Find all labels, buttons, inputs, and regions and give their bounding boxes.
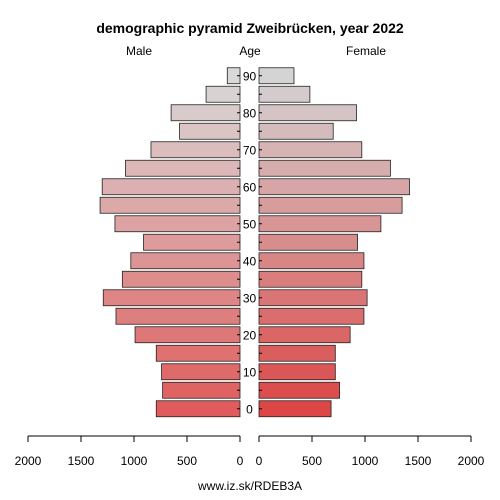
age-tick-label: 70 xyxy=(243,143,257,157)
x-tick-label: 1000 xyxy=(121,454,148,468)
female-bar-90+ xyxy=(258,67,295,85)
male-bar-55-59 xyxy=(99,196,241,214)
female-bar-50-54 xyxy=(258,215,382,233)
age-tick-label: 40 xyxy=(243,254,257,268)
x-tick-label: 0 xyxy=(256,454,263,468)
age-label: Age xyxy=(239,44,261,58)
male-bar-40-44 xyxy=(130,252,241,270)
male-bar-25-29 xyxy=(115,307,241,325)
age-tick-label: 50 xyxy=(243,217,257,231)
female-bar-30-34 xyxy=(258,289,368,307)
male-bar-10-14 xyxy=(161,363,241,381)
x-tick-label: 1000 xyxy=(352,454,379,468)
age-tick-label: 30 xyxy=(243,291,257,305)
x-tick-label: 1500 xyxy=(68,454,95,468)
x-tick-label: 0 xyxy=(237,454,244,468)
male-bar-20-24 xyxy=(134,326,241,344)
age-tick-label: 10 xyxy=(243,365,257,379)
female-bar-0-4 xyxy=(258,400,332,418)
female-bar-65-69 xyxy=(258,159,391,177)
male-bar-50-54 xyxy=(114,215,241,233)
male-bar-80-84 xyxy=(170,104,241,122)
x-tick-label: 2000 xyxy=(458,454,485,468)
male-label: Male xyxy=(126,44,152,58)
female-bar-60-64 xyxy=(258,178,410,196)
female-bar-35-39 xyxy=(258,270,363,288)
female-bar-15-19 xyxy=(258,344,336,362)
female-bar-75-79 xyxy=(258,122,334,140)
female-bar-5-9 xyxy=(258,381,340,399)
source-footer: www.iz.sk/RDEB3A xyxy=(197,479,302,493)
female-label: Female xyxy=(346,44,386,58)
female-bar-25-29 xyxy=(258,307,365,325)
female-bar-40-44 xyxy=(258,252,365,270)
female-bar-70-74 xyxy=(258,141,363,159)
male-bar-75-79 xyxy=(179,122,241,140)
male-bar-5-9 xyxy=(162,381,241,399)
age-tick-label: 20 xyxy=(243,328,257,342)
male-bar-65-69 xyxy=(125,159,241,177)
male-bar-60-64 xyxy=(101,178,241,196)
x-tick-label: 2000 xyxy=(15,454,42,468)
male-bar-70-74 xyxy=(150,141,241,159)
male-bar-85-89 xyxy=(205,85,241,103)
male-bar-30-34 xyxy=(102,289,241,307)
female-bar-45-49 xyxy=(258,233,358,251)
female-bar-80-84 xyxy=(258,104,357,122)
age-tick-label: 90 xyxy=(243,69,257,83)
male-bar-15-19 xyxy=(155,344,241,362)
age-tick-label: 80 xyxy=(243,106,257,120)
age-tick-label: 0 xyxy=(246,402,253,416)
female-bar-55-59 xyxy=(258,196,403,214)
male-bar-0-4 xyxy=(155,400,241,418)
x-tick-label: 500 xyxy=(302,454,322,468)
female-bar-85-89 xyxy=(258,85,311,103)
x-tick-label: 1500 xyxy=(405,454,432,468)
age-tick-label: 60 xyxy=(243,180,257,194)
female-bar-10-14 xyxy=(258,363,336,381)
x-tick-label: 500 xyxy=(177,454,197,468)
male-bar-45-49 xyxy=(143,233,241,251)
chart-title: demographic pyramid Zweibrücken, year 20… xyxy=(96,20,404,36)
male-bar-35-39 xyxy=(121,270,241,288)
female-bar-20-24 xyxy=(258,326,351,344)
